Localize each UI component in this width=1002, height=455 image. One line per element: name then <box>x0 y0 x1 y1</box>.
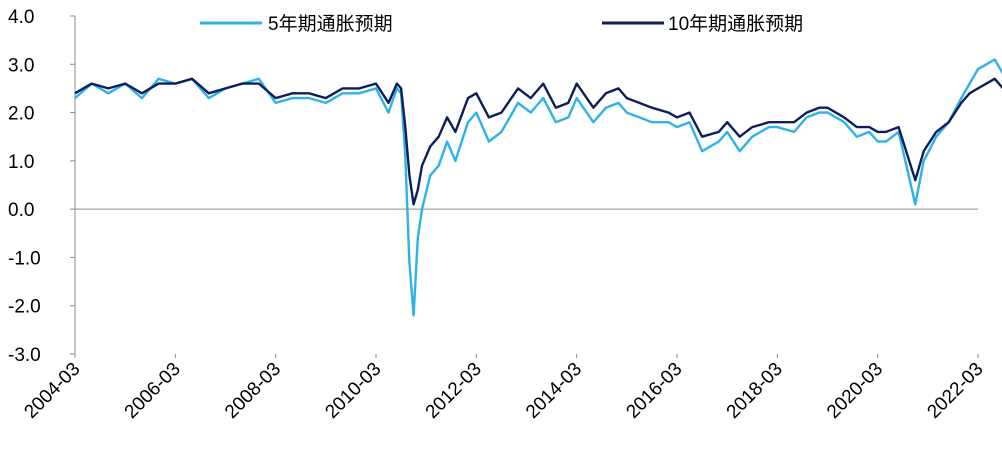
series-layer <box>74 58 1002 317</box>
x-tick-label: 2008-03 <box>221 359 285 423</box>
x-tick-label: 2016-03 <box>622 359 686 423</box>
legend-label: 10年期通胀预期 <box>668 13 803 35</box>
x-tick-label: 2018-03 <box>723 359 787 423</box>
y-tick-label: 2.0 <box>8 104 34 125</box>
x-tick-label: 2010-03 <box>321 359 385 423</box>
x-tick-label: 2014-03 <box>522 359 586 423</box>
y-tick-label: 3.0 <box>8 55 34 76</box>
x-tick-label: 2004-03 <box>20 359 84 423</box>
x-tick-label: 2012-03 <box>422 359 486 423</box>
legend-label: 5年期通胀预期 <box>268 13 393 35</box>
y-tick-label: -3.0 <box>8 345 41 366</box>
x-tick-label: 2022-03 <box>923 359 987 423</box>
y-tick-label: -1.0 <box>8 248 41 269</box>
y-tick-label: -2.0 <box>8 297 41 318</box>
y-axis: 4.0 3.0 2.0 1.0 0.0 -1.0 -2.0 -3.0 <box>8 7 76 366</box>
x-tick-label: 2006-03 <box>121 359 185 423</box>
series-line-1 <box>74 77 1002 206</box>
x-tick-label: 2020-03 <box>823 359 887 423</box>
y-tick-label: 4.0 <box>8 7 34 28</box>
series-line-0 <box>74 58 1002 317</box>
x-axis: 2004-03 2006-03 2008-03 2010-03 2012-03 2014-… <box>20 208 988 423</box>
y-tick-label: 1.0 <box>8 152 34 173</box>
y-tick-label: 0.0 <box>8 200 34 221</box>
legend: 5年期通胀预期 10年期通胀预期 <box>200 13 803 35</box>
